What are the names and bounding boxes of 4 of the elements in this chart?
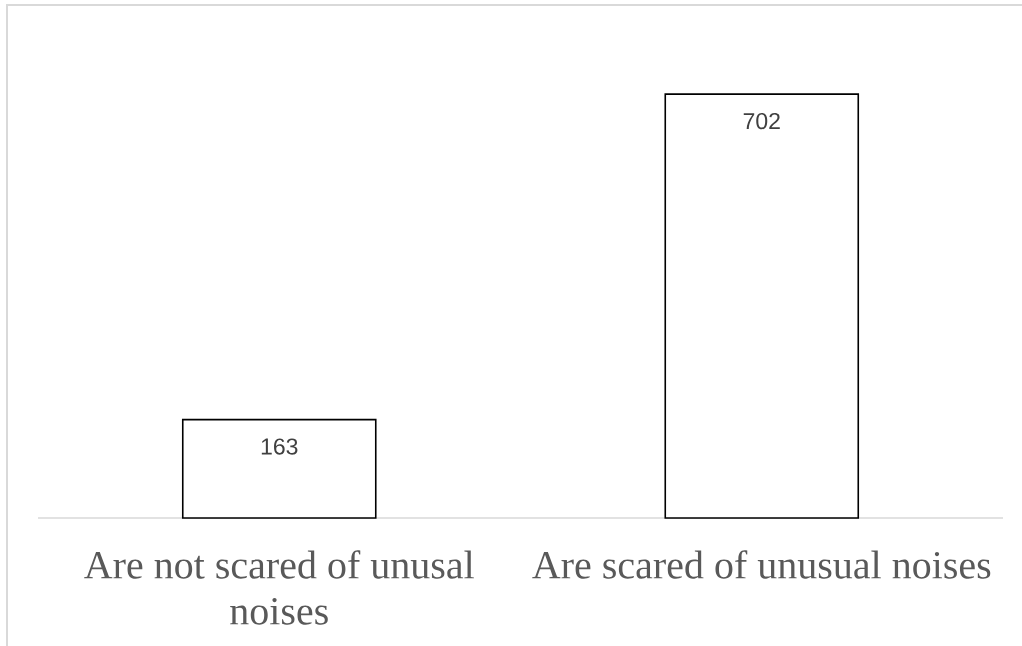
x-tick-label: Are not scared of unusal noises — [84, 550, 474, 625]
x-tick-label: Are scared of unusual noises — [532, 550, 991, 579]
data-label: 163 — [261, 438, 298, 455]
data-label: 702 — [743, 112, 780, 130]
